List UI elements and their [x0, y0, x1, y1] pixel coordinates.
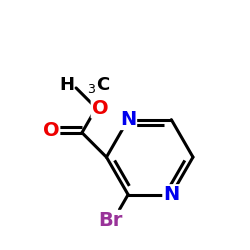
Text: O: O [92, 98, 108, 117]
Text: O: O [43, 121, 59, 140]
Text: N: N [120, 110, 136, 129]
Text: $_{3}$C: $_{3}$C [75, 76, 110, 96]
Text: Br: Br [98, 211, 123, 230]
Text: N: N [163, 185, 180, 204]
Text: H: H [60, 76, 75, 94]
